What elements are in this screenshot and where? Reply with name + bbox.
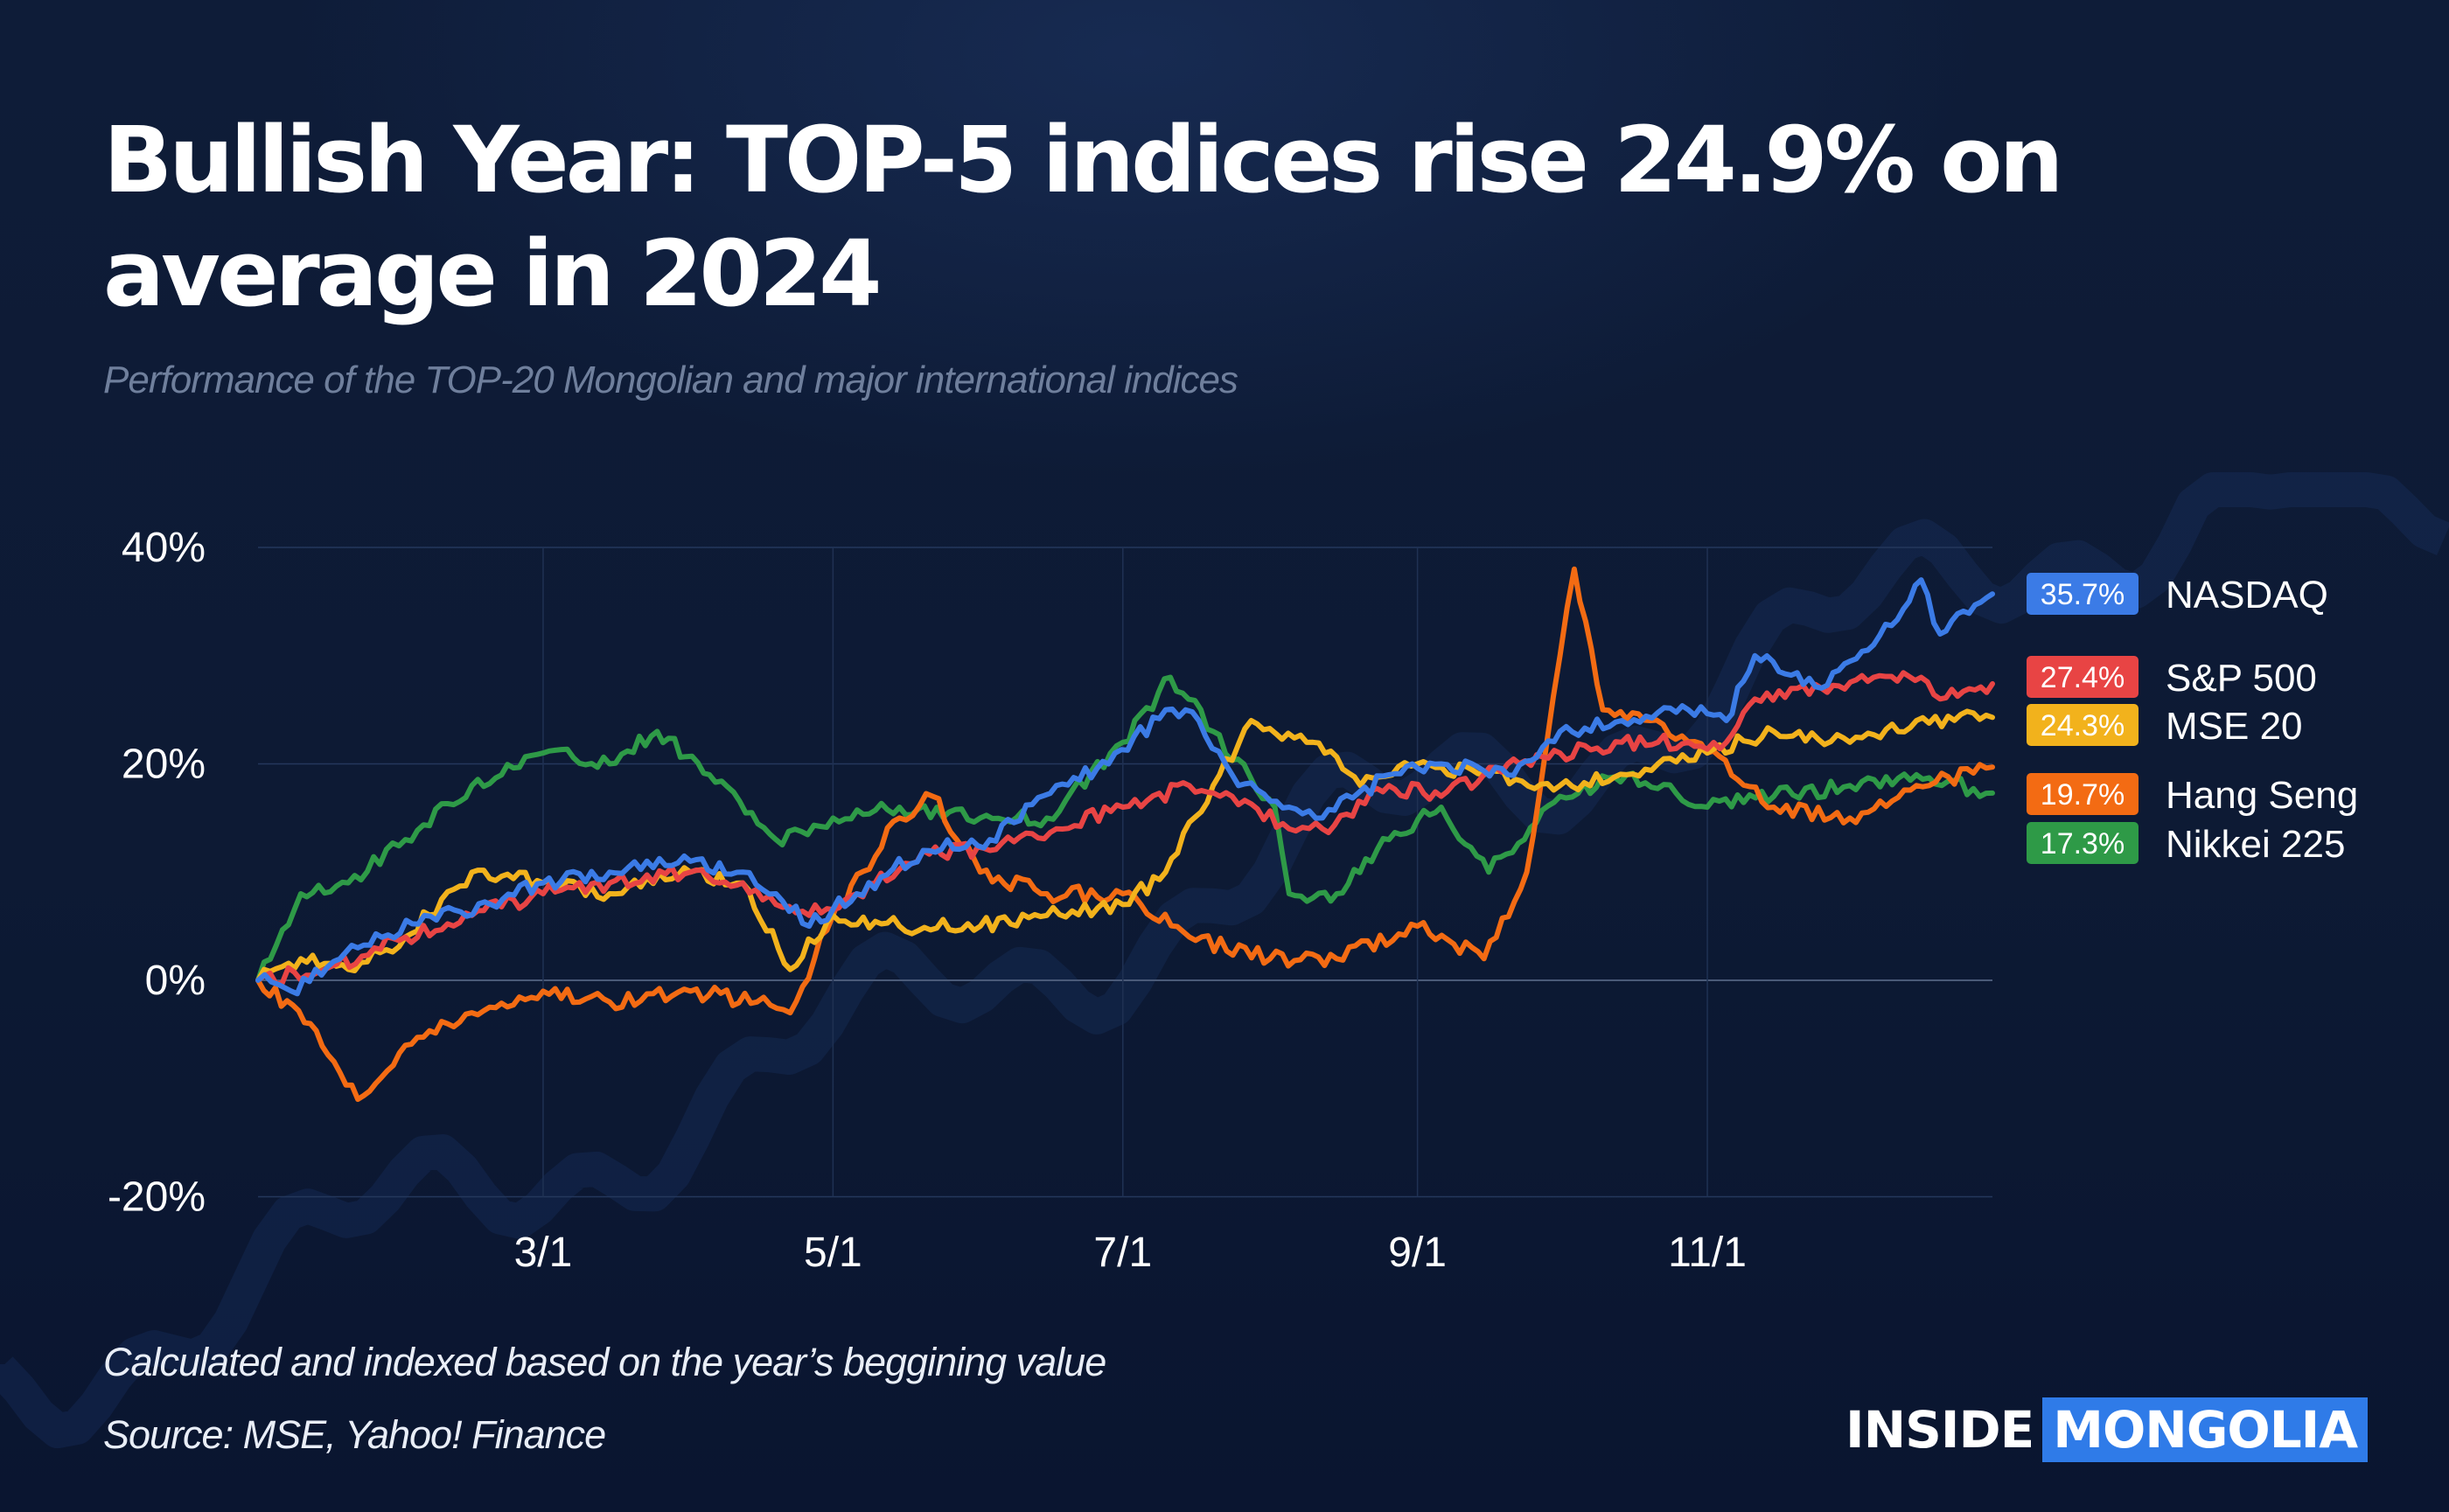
chart-title: Bullish Year: TOP-5 indices rise 24.9% o… xyxy=(103,107,2064,327)
legend-label-hang-seng: Hang Seng xyxy=(2166,774,2358,817)
chart-subtitle: Performance of the TOP-20 Mongolian and … xyxy=(103,359,1238,401)
footnote: Calculated and indexed based on the year… xyxy=(103,1340,1106,1384)
series-line-nasdaq xyxy=(255,577,1995,997)
legend-value-s-p-500: 27.4% xyxy=(2041,661,2125,694)
chart-grid xyxy=(258,547,1992,1198)
series-line-hang-seng xyxy=(255,566,1995,1103)
legend-badge-nikkei-225 xyxy=(2027,822,2139,864)
y-tick-label: 40% xyxy=(122,525,206,571)
x-tick-label: 5/1 xyxy=(804,1230,862,1276)
legend-value-nasdaq: 35.7% xyxy=(2041,578,2125,611)
x-tick-label: 9/1 xyxy=(1388,1230,1447,1276)
legend-label-nasdaq: NASDAQ xyxy=(2166,574,2328,617)
x-axis: 3/1 5/1 7/1 9/1 11/1 xyxy=(514,1230,1747,1276)
x-tick-label: 11/1 xyxy=(1668,1230,1747,1276)
x-tick-label: 3/1 xyxy=(514,1230,573,1276)
source-note: Source: MSE, Yahoo! Finance xyxy=(103,1412,606,1457)
y-tick-label: 0% xyxy=(145,958,206,1004)
legend-badge-nasdaq xyxy=(2027,573,2139,615)
series-line-nikkei-225 xyxy=(255,674,1995,983)
legend-value-mse-20: 24.3% xyxy=(2041,709,2125,742)
y-tick-label: 20% xyxy=(122,742,206,788)
brand-logo-part-inside: INSIDE xyxy=(1845,1400,2034,1460)
legend-value-nikkei-225: 17.3% xyxy=(2041,827,2125,861)
legend-value-hang-seng: 19.7% xyxy=(2041,778,2125,812)
legend-label-nikkei-225: Nikkei 225 xyxy=(2166,823,2345,866)
series-line-s-p-500 xyxy=(255,670,1995,987)
legend-label-mse-20: MSE 20 xyxy=(2166,705,2303,748)
legend-badge-s-p-500 xyxy=(2027,656,2139,698)
legend-label-s-p-500: S&P 500 xyxy=(2166,657,2317,700)
legend-badge-mse-20 xyxy=(2027,704,2139,746)
series-lines xyxy=(255,566,1995,1103)
legend-badge-hang-seng xyxy=(2027,773,2139,815)
x-tick-label: 7/1 xyxy=(1093,1230,1152,1276)
brand-logo-part-mongolia: MONGOLIA xyxy=(2042,1397,2369,1462)
y-axis: 40% 20% 0% -20% xyxy=(108,525,206,1221)
brand-logo: INSIDE MONGOLIA xyxy=(1845,1397,2369,1462)
y-tick-label: -20% xyxy=(108,1174,206,1221)
chart-legend: 35.7% NASDAQ 27.4% S&P 500 24.3% MSE 20 19.7% H… xyxy=(2027,573,2358,866)
